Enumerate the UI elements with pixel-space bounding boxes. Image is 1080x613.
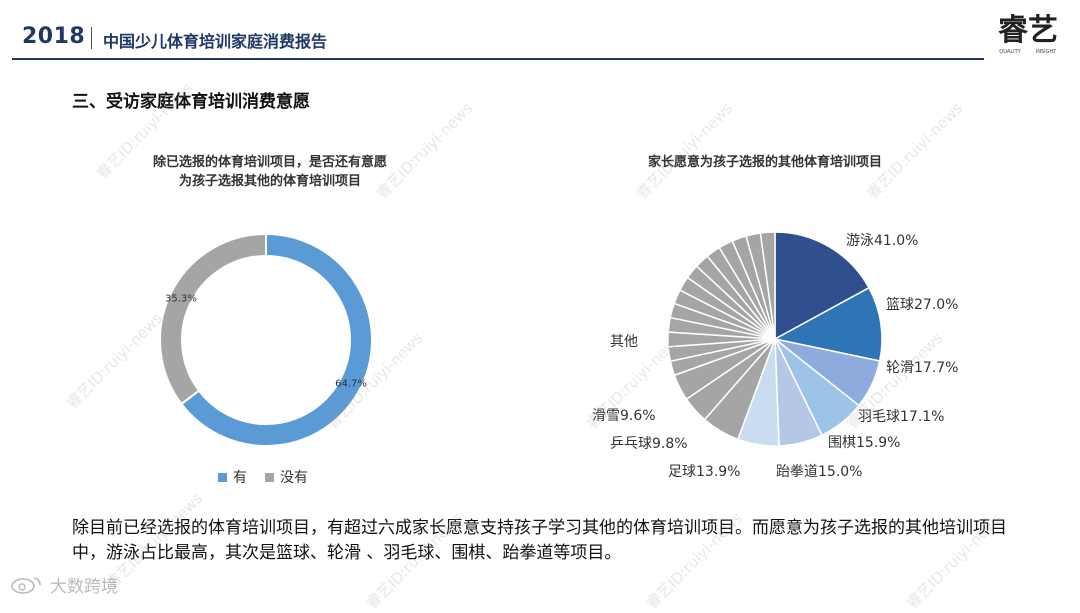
report-title: 中国少儿体育培训家庭消费报告	[103, 32, 328, 51]
svg-text:INSIGHT: INSIGHT	[1036, 49, 1057, 55]
brand-logo: 睿艺 QUALITY INSIGHT	[998, 13, 1058, 55]
donut-data-label: 64.7%	[335, 378, 367, 389]
legend-item-no: 没有	[265, 467, 308, 487]
weibo-icon	[11, 576, 41, 594]
donut-data-label: 35.3%	[165, 294, 197, 305]
donut-title-line2: 为孩子选报其他的体育培训项目	[178, 174, 361, 189]
legend-label-no: 没有	[280, 470, 308, 486]
source-watermark: 大数跨境	[10, 572, 118, 597]
pie-data-label: 篮球27.0%	[886, 297, 958, 313]
svg-text:QUALITY: QUALITY	[999, 49, 1021, 55]
pie-slice	[772, 286, 883, 362]
legend-swatch-no	[265, 472, 274, 482]
pie-data-label: 围棋15.9%	[828, 435, 900, 451]
pie-data-label: 轮滑17.7%	[886, 359, 958, 376]
donut-chart: 64.7% 35.3%	[159, 232, 373, 447]
pie-chart: 游泳41.0% 篮球27.0% 轮滑17.7% 羽毛球17.1% 围棋15.9% 跆拳道1…	[592, 231, 958, 480]
watermark-text: 大数跨境	[50, 577, 118, 597]
summary-text: 除目前已经选报的体育培训项目，有超过六成家长愿意支持孩子学习其他的体育培训项目。…	[72, 518, 1007, 563]
pie-slice	[774, 231, 870, 341]
pie-data-label: 其他	[610, 334, 638, 350]
pie-data-label: 足球13.9%	[668, 464, 740, 480]
report-year: 2018	[22, 24, 86, 49]
donut-slice-yes	[180, 232, 373, 447]
legend-label-yes: 有	[233, 470, 247, 486]
pie-data-label: 羽毛球17.1%	[858, 409, 944, 425]
pie-slice-other	[759, 231, 776, 340]
donut-legend: 有 没有	[218, 467, 320, 487]
pie-data-label: 乒乓球9.8%	[610, 436, 688, 452]
donut-chart-title: 除已选报的体育培训项目，是否还有意愿 为孩子选报其他的体育培训项目	[110, 153, 430, 191]
svg-text:睿艺: 睿艺	[998, 13, 1058, 48]
legend-item-yes: 有	[218, 467, 247, 487]
pie-data-label: 游泳41.0%	[846, 233, 918, 249]
pie-data-label: 滑雪9.6%	[592, 407, 656, 424]
header-divider	[91, 27, 92, 49]
pie-data-label: 跆拳道15.0%	[776, 464, 862, 480]
section-title: 三、受访家庭体育培训消费意愿	[72, 92, 310, 112]
header-rule	[12, 58, 984, 60]
donut-slice-no	[159, 232, 267, 406]
pie-chart-title: 家长愿意为孩子选报的其他体育培训项目	[647, 155, 882, 170]
legend-swatch-yes	[218, 472, 227, 482]
donut-title-line1: 除已选报的体育培训项目，是否还有意愿	[152, 155, 387, 170]
